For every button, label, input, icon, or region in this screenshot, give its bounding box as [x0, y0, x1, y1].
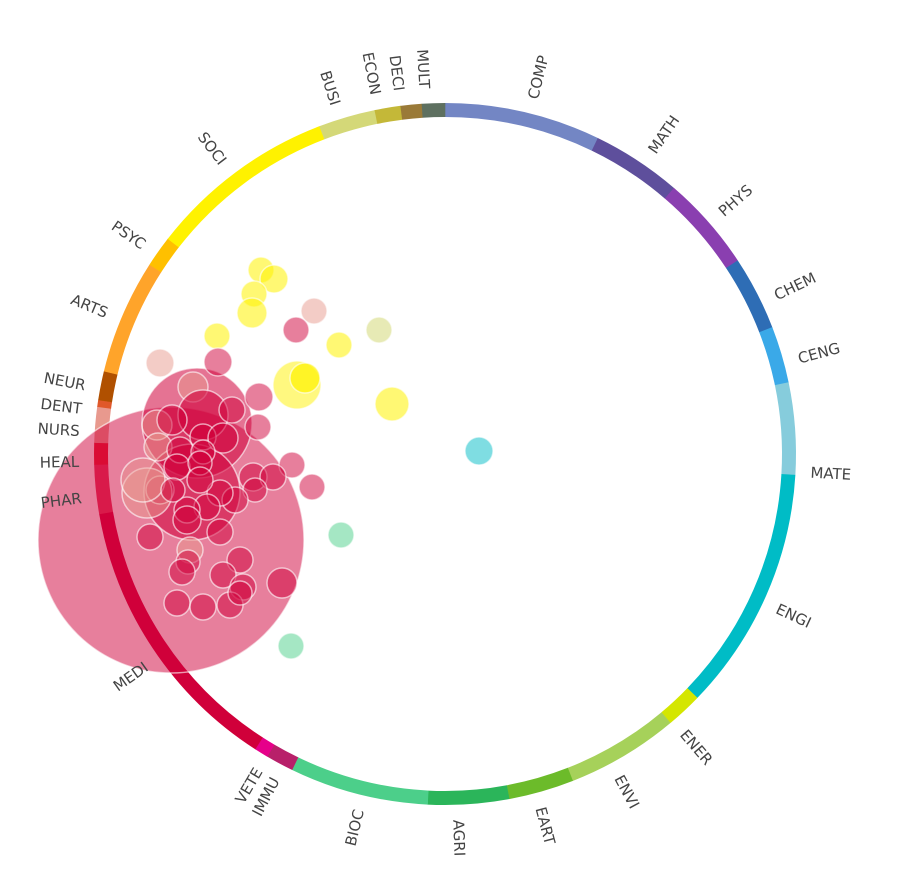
bubble-medi[interactable] [156, 404, 188, 436]
bubble-soci[interactable] [203, 322, 231, 350]
segment-label-chem: CHEM [771, 269, 819, 304]
bubble-medi[interactable] [207, 422, 239, 454]
segment-arc-agri[interactable] [427, 785, 510, 805]
segment-arc-mult[interactable] [421, 102, 446, 118]
bubble-medi[interactable] [244, 413, 272, 441]
bubble-nurs[interactable] [145, 348, 175, 378]
segment-label-psyc: PSYC [108, 217, 149, 253]
segment-arc-ener[interactable] [661, 688, 698, 724]
bubble-medi[interactable] [206, 518, 234, 546]
bubble-medi[interactable] [244, 382, 274, 412]
bubble-soci[interactable] [236, 297, 268, 329]
bubble-medi[interactable] [186, 466, 214, 494]
bubble-medi[interactable] [282, 316, 310, 344]
segment-arc-soci[interactable] [167, 126, 325, 248]
segment-arc-envi[interactable] [567, 712, 671, 781]
segment-arc-immu[interactable] [267, 744, 299, 770]
segment-label-ener: ENER [676, 726, 716, 769]
segment-label-eart: EART [532, 805, 559, 847]
segment-arc-busi[interactable] [319, 110, 378, 140]
segment-label-dent: DENT [40, 395, 84, 418]
segment-arc-psyc[interactable] [149, 238, 179, 273]
bubble-medi[interactable] [163, 453, 191, 481]
segment-label-engi: ENGI [773, 600, 814, 632]
segment-label-agri: AGRI [449, 819, 468, 856]
bubble-medi[interactable] [160, 477, 186, 503]
segment-arc-mate[interactable] [774, 382, 796, 476]
segment-label-ceng: CENG [796, 339, 842, 367]
bubble-medi[interactable] [136, 523, 164, 551]
segment-arc-deci[interactable] [400, 103, 423, 120]
segment-label-econ: ECON [359, 51, 385, 97]
segment-label-busi: BUSI [316, 68, 344, 107]
segment-label-envi: ENVI [610, 772, 643, 812]
bubble-soci[interactable] [325, 331, 353, 359]
bubble-medi[interactable] [298, 473, 326, 501]
segment-label-heal: HEAL [40, 453, 80, 472]
bubble-soci[interactable] [259, 264, 289, 294]
segment-arc-ceng[interactable] [759, 327, 789, 386]
bubble-nurs[interactable] [120, 457, 166, 503]
segment-arc-chem[interactable] [726, 260, 773, 333]
bubble-medi[interactable] [189, 593, 217, 621]
bubble-medi[interactable] [168, 558, 196, 586]
segment-label-nurs: NURS [37, 420, 80, 441]
bubble-soci[interactable] [289, 362, 321, 394]
segment-arc-phys[interactable] [664, 187, 738, 269]
bubble-medi[interactable] [163, 589, 191, 617]
segment-label-math: MATH [644, 112, 683, 157]
segment-arc-neur[interactable] [98, 371, 118, 403]
bubble-bioc[interactable] [327, 521, 355, 549]
segment-label-phar: PHAR [40, 489, 83, 512]
bubble-medi[interactable] [266, 567, 298, 599]
segment-label-bioc: BIOC [342, 808, 368, 848]
segment-label-arts: ARTS [68, 291, 110, 322]
bubble-medi[interactable] [218, 396, 246, 424]
bubble-medi[interactable] [172, 505, 202, 535]
bubble-medi[interactable] [227, 580, 253, 606]
segment-arc-engi[interactable] [687, 473, 796, 699]
bubble-medi[interactable] [259, 463, 287, 491]
segment-label-deci: DECI [385, 54, 407, 92]
segment-arc-math[interactable] [591, 138, 675, 199]
segment-arc-econ[interactable] [374, 105, 403, 124]
bubble-layer [37, 256, 494, 674]
segment-label-comp: COMP [524, 54, 552, 101]
segment-label-neur: NEUR [42, 369, 87, 395]
bubble-engi[interactable] [464, 436, 494, 466]
segment-arc-arts[interactable] [103, 264, 162, 375]
bubble-nurs[interactable] [300, 297, 328, 325]
segment-label-mate: MATE [810, 464, 852, 484]
segment-arc-comp[interactable] [444, 103, 599, 151]
segment-label-mult: MULT [413, 49, 433, 90]
segment-arc-bioc[interactable] [291, 757, 429, 805]
bubble-bioc[interactable] [277, 632, 305, 660]
segment-label-phys: PHYS [715, 181, 756, 220]
segment-label-soci: SOCI [194, 129, 230, 169]
bubble-soci[interactable] [374, 386, 410, 422]
segment-arc-vete[interactable] [255, 737, 275, 757]
bubble-medi[interactable] [203, 347, 233, 377]
bubble-medi[interactable] [209, 561, 237, 589]
segment-arc-dent[interactable] [97, 399, 113, 409]
bubble-busi[interactable] [365, 316, 393, 344]
segment-arc-eart[interactable] [506, 767, 573, 800]
